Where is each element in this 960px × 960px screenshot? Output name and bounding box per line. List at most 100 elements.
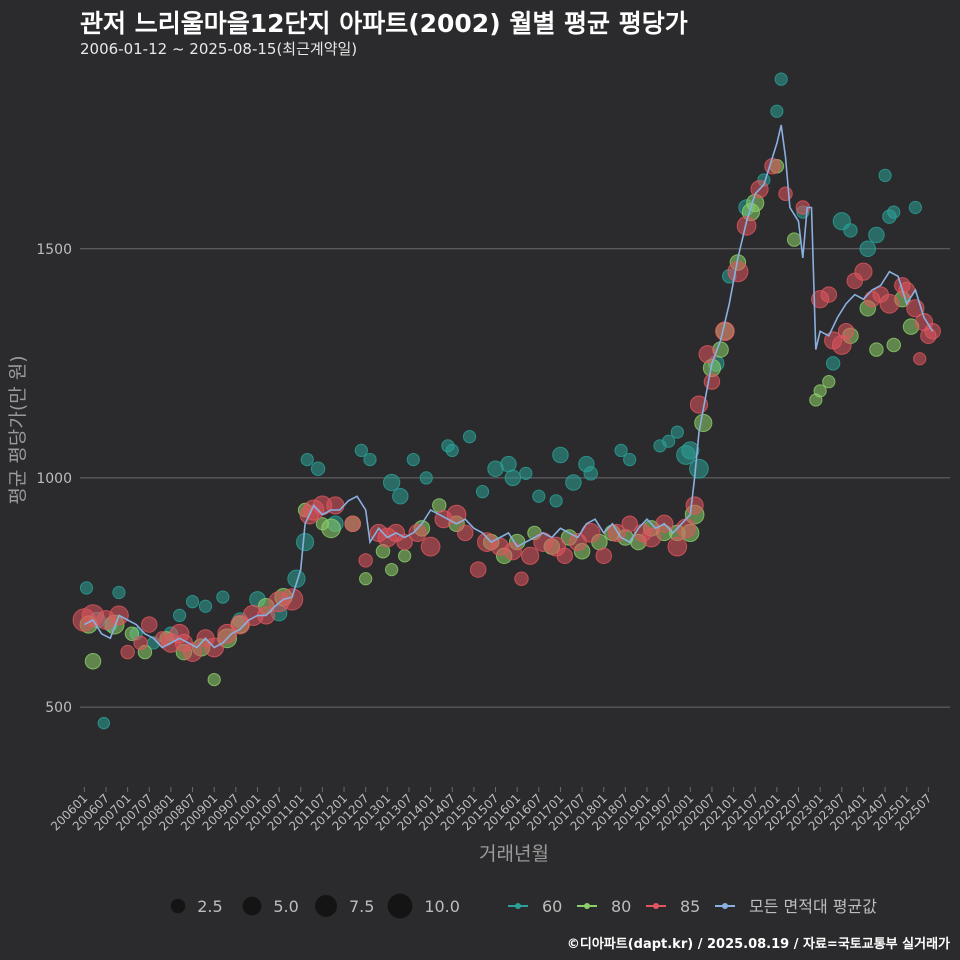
point-60 (475, 485, 490, 499)
point-60 (79, 581, 94, 595)
page-title: 관저 느리울마을12단지 아파트(2002) 월별 평균 평당가 (80, 9, 688, 38)
point-80 (321, 518, 341, 539)
point-60 (681, 441, 700, 460)
x-axis: 2006012006072007012007072008012008072009… (48, 787, 934, 834)
point-85 (456, 524, 474, 542)
y-tick-label: 1000 (36, 471, 72, 487)
point-80 (869, 342, 884, 357)
point-85 (641, 527, 662, 548)
point-85 (621, 515, 638, 532)
point-85 (837, 323, 855, 340)
point-60 (825, 356, 841, 371)
point-85 (568, 532, 587, 552)
point-60 (462, 430, 477, 444)
point-80 (822, 375, 836, 389)
average-line (83, 124, 934, 649)
size-legend-label: 10.0 (424, 897, 460, 916)
y-axis: 500 1000 1500 (36, 242, 72, 716)
point-60 (532, 489, 546, 503)
point-85 (133, 635, 148, 651)
size-legend-dot (315, 895, 337, 917)
point-60 (300, 452, 314, 467)
point-60 (670, 425, 684, 439)
point-60 (774, 72, 788, 86)
point-60 (623, 452, 637, 467)
point-85 (879, 293, 900, 314)
color-legend-label: 85 (680, 897, 700, 916)
point-60 (770, 104, 784, 118)
color-legend-label: 모든 면적대 평균값 (749, 897, 877, 916)
point-85 (396, 533, 413, 551)
point-85 (778, 186, 793, 201)
size-legend-label: 5.0 (273, 897, 298, 916)
y-axis-title: 평균 평당가(만 원) (7, 355, 29, 504)
source-caption: ©디아파트(dapt.kr) / 2025.08.19 / 자료=국토교통부 실… (566, 937, 950, 952)
size-legend-dot (242, 896, 262, 916)
point-60 (549, 494, 563, 508)
page-subtitle: 2006-01-12 ~ 2025-08-15(최근계약일) (80, 40, 358, 58)
point-60 (445, 443, 459, 458)
point-80 (813, 384, 827, 398)
point-80 (786, 232, 802, 247)
point-60 (295, 532, 315, 552)
point-60 (504, 469, 522, 487)
point-85 (727, 261, 749, 283)
point-80 (84, 653, 102, 670)
size-legend-dot (170, 898, 186, 914)
scatter-marks (72, 72, 941, 730)
point-85 (703, 373, 721, 390)
color-legend-dot (515, 903, 521, 909)
point-80 (886, 337, 901, 353)
point-80 (359, 572, 373, 586)
point-60 (500, 455, 517, 473)
point-85 (556, 547, 574, 565)
point-85 (820, 286, 838, 303)
color-legend-dot (653, 903, 659, 909)
point-60 (198, 599, 213, 613)
point-60 (406, 452, 420, 467)
point-80 (385, 562, 399, 577)
point-85 (280, 588, 304, 611)
point-80 (207, 672, 221, 687)
point-60 (552, 446, 569, 464)
point-80 (124, 626, 140, 641)
point-60 (887, 205, 901, 219)
point-85 (854, 262, 873, 281)
point-60 (392, 488, 409, 505)
point-60 (419, 471, 433, 485)
average-price-line (83, 124, 934, 649)
point-60 (519, 466, 533, 480)
point-85 (344, 515, 361, 532)
size-legend-label: 2.5 (197, 897, 222, 916)
point-85 (141, 616, 158, 633)
point-60 (583, 466, 598, 481)
point-85 (521, 546, 540, 565)
point-85 (676, 518, 696, 539)
point-60 (97, 716, 111, 730)
point-60 (689, 458, 709, 479)
color-legend-label: 60 (542, 897, 562, 916)
point-60 (354, 443, 368, 458)
point-80 (398, 549, 412, 563)
point-60 (565, 474, 582, 491)
x-axis-title: 거래년월 (479, 843, 549, 865)
point-80 (694, 413, 713, 433)
point-60 (662, 434, 676, 448)
point-60 (614, 443, 628, 458)
point-60 (382, 473, 401, 492)
point-85 (736, 215, 757, 236)
chart-legend: 2.5 5.0 7.5 10.0 60 80 85 모든 면적대 평균값 (170, 893, 877, 919)
point-60 (363, 452, 377, 467)
point-85 (408, 523, 427, 543)
size-legend-label: 7.5 (349, 897, 374, 916)
point-60 (287, 569, 306, 588)
point-60 (172, 608, 187, 623)
point-85 (420, 536, 441, 557)
color-legend-dot (584, 903, 590, 909)
color-legend-label: 80 (611, 897, 631, 916)
point-60 (908, 200, 922, 215)
point-60 (859, 240, 877, 257)
color-legend-dot (722, 903, 728, 909)
point-60 (878, 168, 892, 183)
point-85 (358, 553, 373, 568)
